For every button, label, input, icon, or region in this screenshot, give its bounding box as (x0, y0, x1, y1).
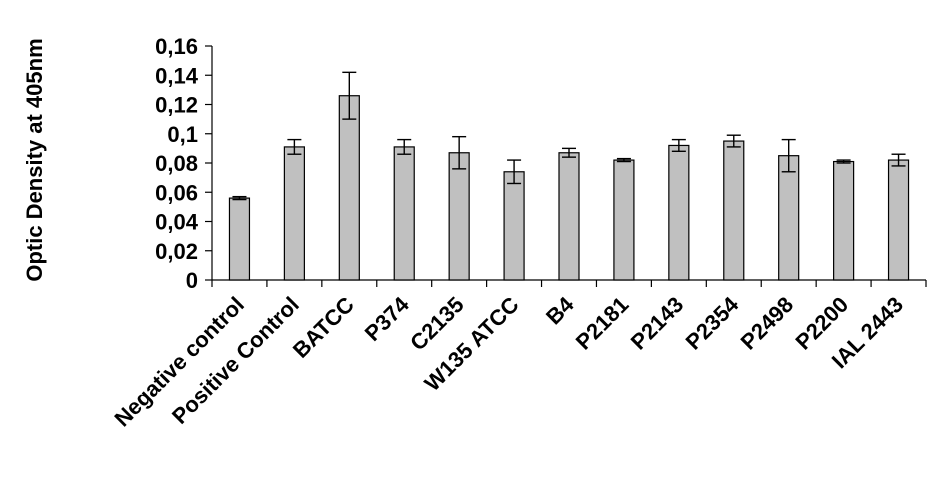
y-tick-label: 0 (186, 268, 198, 293)
bar (558, 152, 580, 281)
chart-error-bars (232, 71, 906, 201)
y-tick-label: 0,06 (155, 180, 198, 205)
y-axis-title: Optic Density at 405nm (22, 38, 47, 281)
bar (778, 155, 800, 281)
y-tick-label: 0,02 (155, 239, 198, 264)
bar (723, 140, 745, 281)
bar (613, 159, 635, 281)
y-tick-label: 0,14 (155, 63, 199, 88)
y-tick-label: 0,04 (155, 210, 199, 235)
y-tick-label: 0,08 (155, 151, 198, 176)
bar (228, 197, 251, 281)
bar (833, 160, 855, 281)
x-category-label: P2143 (626, 292, 689, 355)
x-category-label: B4 (541, 291, 579, 329)
bar (503, 171, 525, 281)
y-tick-label: 0,12 (155, 93, 198, 118)
x-category-label: P2181 (571, 292, 634, 355)
bar (668, 144, 690, 281)
bar (448, 152, 470, 281)
y-tick-labels: 0 0,02 0,04 0,06 0,08 0,1 0,12 0,14 0,16 (155, 34, 199, 293)
chart-bars (228, 95, 910, 281)
x-category-label: P2498 (736, 292, 799, 355)
bar (393, 146, 415, 281)
bar (887, 159, 910, 281)
bar (283, 146, 305, 281)
y-tick-label: 0,16 (155, 34, 198, 59)
bar (338, 95, 360, 281)
x-category-label: P2354 (681, 291, 744, 354)
y-tick-label: 0,1 (167, 122, 198, 147)
x-category-label: BATCC (288, 292, 359, 363)
